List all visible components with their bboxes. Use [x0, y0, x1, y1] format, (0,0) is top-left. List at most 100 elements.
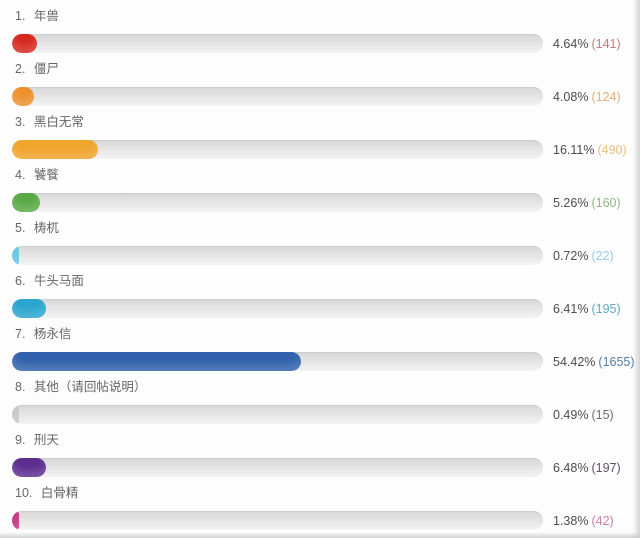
poll-percent-value: 16.11%	[553, 142, 595, 157]
poll-bar-fill	[12, 405, 19, 424]
poll-bar-track	[12, 140, 543, 159]
poll-result: 5.26% (160)	[553, 196, 621, 210]
poll-bar-row: 1.38% (42)	[12, 511, 640, 530]
poll-result: 4.64% (141)	[553, 37, 621, 51]
poll-vote-count: (197)	[591, 460, 621, 475]
poll-bar-fill	[12, 511, 20, 530]
poll-bar-track	[12, 299, 543, 318]
poll-percent-value: 54.42%	[553, 354, 596, 369]
poll-vote-count: (141)	[591, 36, 621, 51]
poll-item: 8. 其他（请回帖说明） 0.49% (15)	[12, 380, 640, 424]
poll-option-number: 6.	[15, 274, 29, 288]
poll-option-name: 黑白无常	[33, 115, 84, 129]
poll-bar-fill	[12, 193, 40, 212]
poll-option-number: 10.	[15, 486, 36, 500]
poll-option-number: 5.	[15, 221, 29, 235]
poll-bar-track	[12, 34, 543, 53]
poll-vote-count: (195)	[591, 301, 621, 316]
poll-result: 16.11% (490)	[553, 143, 627, 157]
poll-option-number: 8.	[15, 380, 29, 394]
poll-bar-fill	[12, 299, 46, 318]
poll-bar-track	[12, 87, 543, 106]
poll-bar-fill	[12, 87, 34, 106]
poll-option-label: 7. 杨永信	[12, 327, 640, 342]
poll-bar-track	[12, 193, 543, 212]
poll-bar-row: 4.64% (141)	[12, 34, 640, 53]
poll-result: 1.38% (42)	[553, 514, 614, 528]
poll-option-name: 杨永信	[33, 327, 72, 341]
right-edge-shade	[633, 0, 640, 538]
poll-percent-value: 5.26%	[553, 195, 589, 210]
poll-bar-row: 0.72% (22)	[12, 246, 640, 265]
poll-option-number: 1.	[15, 9, 29, 23]
poll-item: 9. 刑天 6.48% (197)	[12, 433, 640, 477]
poll-item: 10. 白骨精 1.38% (42)	[12, 486, 640, 530]
poll-bar-row: 6.48% (197)	[12, 458, 640, 477]
poll-percent-value: 1.38%	[553, 513, 589, 528]
poll-percent-value: 6.48%	[553, 460, 589, 475]
poll-bar-fill	[12, 352, 301, 371]
poll-option-number: 2.	[15, 62, 29, 76]
poll-bar-row: 6.41% (195)	[12, 299, 640, 318]
poll-item: 2. 僵尸 4.08% (124)	[12, 62, 640, 106]
poll-bar-fill	[12, 458, 47, 477]
poll-result: 0.49% (15)	[553, 408, 614, 422]
poll-result: 0.72% (22)	[553, 249, 614, 263]
poll-item: 3. 黑白无常 16.11% (490)	[12, 115, 640, 159]
poll-option-label: 1. 年兽	[12, 9, 640, 24]
poll-vote-count: (22)	[591, 248, 614, 263]
poll-option-label: 4. 饕餮	[12, 168, 640, 183]
poll-option-label: 5. 梼杌	[12, 221, 640, 236]
poll-percent-value: 4.08%	[553, 89, 589, 104]
poll-result: 6.48% (197)	[553, 461, 621, 475]
poll-option-name: 牛头马面	[33, 274, 84, 288]
poll-percent-value: 4.64%	[553, 36, 589, 51]
poll-option-name: 梼杌	[33, 221, 59, 235]
poll-bar-track	[12, 352, 543, 371]
poll-result: 4.08% (124)	[553, 90, 621, 104]
poll-option-label: 9. 刑天	[12, 433, 640, 448]
poll-option-name: 其他（请回帖说明）	[33, 380, 147, 394]
poll-vote-count: (160)	[591, 195, 621, 210]
poll-vote-count: (15)	[591, 407, 614, 422]
poll-percent-value: 0.72%	[553, 248, 589, 263]
poll-option-number: 4.	[15, 168, 29, 182]
poll-percent-value: 6.41%	[553, 301, 589, 316]
poll-option-name: 饕餮	[33, 168, 59, 182]
poll-bar-row: 54.42% (1655)	[12, 352, 640, 371]
poll-vote-count: (42)	[591, 513, 614, 528]
poll-bar-row: 4.08% (124)	[12, 87, 640, 106]
poll-option-number: 7.	[15, 327, 29, 341]
poll-item: 7. 杨永信 54.42% (1655)	[12, 327, 640, 371]
poll-item: 4. 饕餮 5.26% (160)	[12, 168, 640, 212]
poll-bar-row: 5.26% (160)	[12, 193, 640, 212]
poll-item: 6. 牛头马面 6.41% (195)	[12, 274, 640, 318]
poll-vote-count: (1655)	[598, 354, 635, 369]
poll-bar-fill	[12, 34, 37, 53]
poll-option-number: 3.	[15, 115, 29, 129]
poll-bar-row: 16.11% (490)	[12, 140, 640, 159]
poll-vote-count: (490)	[597, 142, 627, 157]
poll-bar-fill	[12, 140, 98, 159]
poll-result: 54.42% (1655)	[553, 355, 635, 369]
poll-option-name: 白骨精	[40, 486, 79, 500]
poll-option-name: 刑天	[33, 433, 59, 447]
bottom-edge-shade	[0, 532, 640, 538]
poll-bar-track	[12, 405, 543, 424]
poll-option-label: 3. 黑白无常	[12, 115, 640, 130]
poll-option-name: 僵尸	[33, 62, 59, 76]
poll-bar-fill	[12, 246, 19, 265]
poll-item: 1. 年兽 4.64% (141)	[12, 9, 640, 53]
poll-option-label: 10. 白骨精	[12, 486, 640, 501]
poll-bar-row: 0.49% (15)	[12, 405, 640, 424]
poll-percent-value: 0.49%	[553, 407, 589, 422]
poll-result: 6.41% (195)	[553, 302, 621, 316]
poll-option-label: 8. 其他（请回帖说明）	[12, 380, 640, 395]
poll-item: 5. 梼杌 0.72% (22)	[12, 221, 640, 265]
poll-option-label: 2. 僵尸	[12, 62, 640, 77]
poll-option-label: 6. 牛头马面	[12, 274, 640, 289]
poll-option-name: 年兽	[33, 9, 59, 23]
poll-option-number: 9.	[15, 433, 29, 447]
